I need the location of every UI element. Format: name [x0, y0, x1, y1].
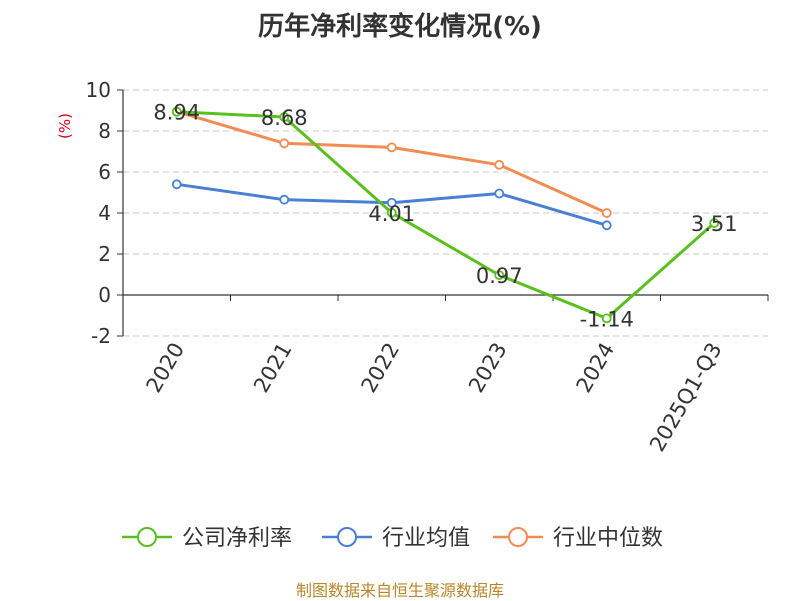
axes: 10 8 6 4 2 0 -2 (%) 2020 2021 2022 2023 2024 2025Q1-Q… [56, 78, 769, 456]
legend-label: 行业中位数 [553, 526, 663, 551]
x-tick-label: 2022 [357, 339, 405, 397]
y-tick-label: 6 [98, 160, 111, 184]
data-point [386, 207, 397, 218]
data-labels: 8.94 8.68 4.01 0.97 -1.14 3.51 [153, 101, 737, 332]
x-tick-label: 2023 [464, 339, 512, 397]
source-footnote: 制图数据来自恒生聚源数据库 [295, 581, 504, 600]
data-point [386, 197, 397, 208]
data-label: -1.14 [580, 307, 634, 331]
legend[interactable]: 公司净利率 行业均值 行业中位数 [122, 526, 663, 551]
legend-item[interactable]: 行业均值 [322, 526, 470, 551]
data-point [494, 159, 505, 170]
y-tick-label: 2 [98, 242, 111, 266]
legend-swatch-marker [508, 527, 528, 547]
data-point [171, 179, 182, 190]
legend-label: 行业均值 [382, 526, 470, 551]
x-tick-label: 2024 [572, 339, 620, 397]
data-point [279, 194, 290, 205]
data-point [279, 138, 290, 149]
data-label: 0.97 [476, 264, 523, 288]
grid-lines [123, 89, 768, 337]
legend-item[interactable]: 公司净利率 [122, 526, 292, 551]
data-point [494, 270, 505, 281]
x-tick-label: 2025Q1-Q3 [645, 339, 727, 456]
y-tick-label: 0 [98, 283, 111, 307]
series-line [176, 110, 608, 215]
series-line [176, 110, 716, 320]
x-tick-label: 2021 [249, 339, 297, 397]
series-lines [171, 106, 720, 324]
data-label: 4.01 [368, 202, 415, 226]
legend-label: 公司净利率 [182, 526, 292, 551]
data-point [279, 112, 290, 122]
data-label: 3.51 [691, 212, 738, 236]
y-tick-label: 4 [98, 201, 111, 225]
data-point [171, 106, 182, 117]
y-tick-label: -2 [91, 324, 111, 348]
data-point [709, 218, 720, 228]
data-point [601, 313, 612, 324]
chart-title: 历年净利率变化情况(%) [258, 12, 542, 42]
data-point [601, 220, 612, 231]
legend-swatch-marker [137, 527, 157, 547]
y-tick-label: 10 [86, 78, 111, 102]
data-label: 8.94 [153, 101, 200, 125]
data-point [386, 142, 397, 153]
x-tick-label: 2020 [142, 339, 190, 397]
legend-item[interactable]: 行业中位数 [493, 526, 663, 551]
y-axis-label: (%) [56, 113, 74, 139]
data-label: 8.68 [261, 106, 308, 130]
legend-swatch-marker [337, 527, 357, 547]
data-point [494, 188, 505, 199]
data-point [601, 208, 612, 218]
y-tick-label: 8 [98, 119, 111, 143]
